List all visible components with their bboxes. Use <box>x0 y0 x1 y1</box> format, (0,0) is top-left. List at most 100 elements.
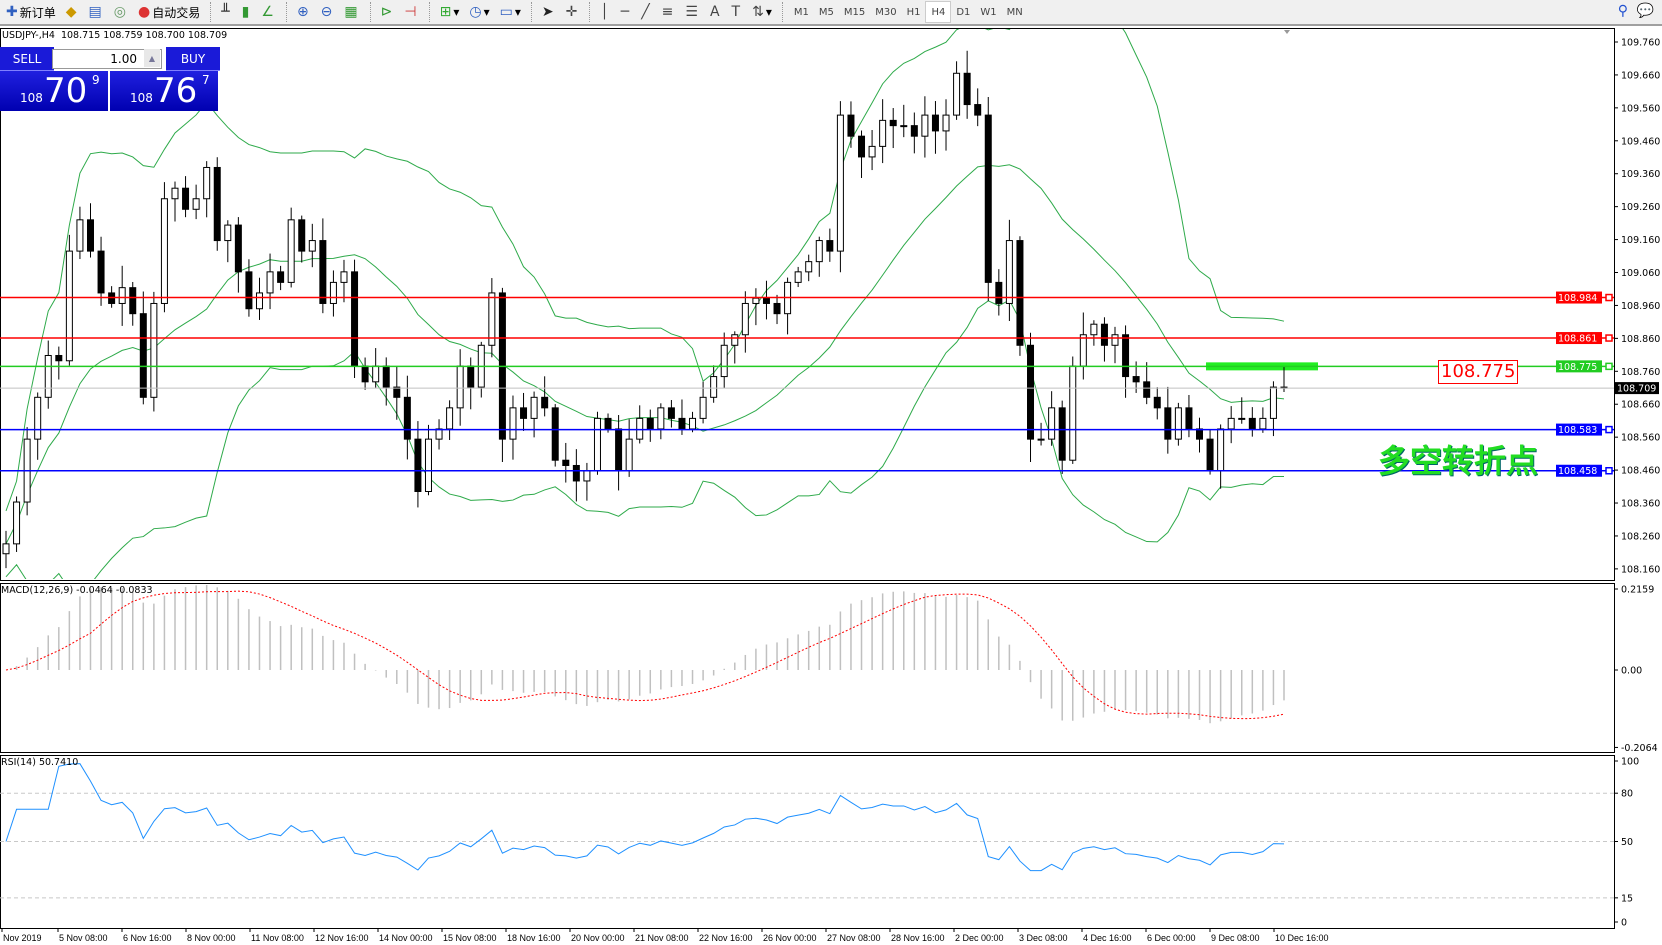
auto-trading-label: 自动交易 <box>152 5 201 20</box>
vertical-line-button[interactable]: │ <box>596 1 614 23</box>
candle <box>921 114 929 137</box>
time-tick-label: 26 Nov 00:00 <box>763 933 817 943</box>
crosshair-button[interactable]: ✛ <box>562 1 584 23</box>
candle <box>213 166 221 242</box>
candle <box>234 224 242 273</box>
signals-button[interactable]: ◎ <box>110 1 132 23</box>
price-tick-label: 109.260 <box>1621 202 1660 213</box>
candle <box>1016 240 1024 346</box>
candle <box>636 417 644 440</box>
candle <box>657 407 665 430</box>
fibonacci-button[interactable]: ☰ <box>681 1 704 23</box>
candle <box>456 365 464 409</box>
price-label-bg <box>1556 423 1602 436</box>
indicators-button[interactable]: ⊞ ▾ <box>439 4 460 20</box>
candle <box>224 224 232 242</box>
timeframe-h4[interactable]: H4 <box>925 1 952 23</box>
lot-size-input[interactable]: 1.00 <box>52 49 162 69</box>
candle <box>762 297 770 304</box>
timeframe-m5[interactable]: M5 <box>818 6 834 18</box>
candle <box>245 271 253 310</box>
time-tick-label: 14 Nov 00:00 <box>379 933 433 943</box>
price-tick-label: 108.360 <box>1621 499 1660 510</box>
time-tick-label: 10 Dec 16:00 <box>1275 933 1329 943</box>
candle <box>625 438 633 472</box>
candle <box>266 271 274 294</box>
search-icon[interactable]: ⚲ <box>1617 3 1628 19</box>
candle <box>836 114 844 252</box>
candle <box>551 407 559 461</box>
candle <box>1196 428 1204 440</box>
bid-label: 108.709 <box>1617 384 1656 395</box>
candle <box>689 417 697 430</box>
candle <box>351 271 359 367</box>
auto-trading-button[interactable]: ● 自动交易 <box>134 1 204 23</box>
template-icon: ▭ <box>499 4 513 20</box>
rsi-tick-label: 15 <box>1621 893 1633 904</box>
sell-button[interactable]: SELL <box>0 47 54 71</box>
divider <box>428 2 430 22</box>
lot-increase-button[interactable]: ▲ <box>144 49 160 67</box>
timeframe-m1[interactable]: M1 <box>793 6 809 18</box>
buy-price-prefix: 108 <box>130 91 153 105</box>
candle <box>44 354 52 398</box>
periods-button[interactable]: ◷ ▾ <box>469 4 490 20</box>
arrows-button[interactable]: ⇅ ▾ <box>752 4 772 20</box>
timeframe-d1[interactable]: D1 <box>956 6 971 18</box>
timeframe-m15[interactable]: M15 <box>843 6 866 18</box>
text-icon: A <box>709 4 720 20</box>
candle <box>97 250 105 294</box>
pivot-annotation-text[interactable]: 多空转折点 <box>1378 442 1539 480</box>
price-label: 108.861 <box>1558 334 1597 345</box>
horizontal-line-button[interactable]: ─ <box>617 1 635 23</box>
candle <box>118 287 126 304</box>
autoscroll-button[interactable]: ⊳ <box>377 1 399 23</box>
cursor-button[interactable]: ➤ <box>538 1 560 23</box>
zoom-out-button[interactable]: ⊖ <box>317 1 339 23</box>
rsi-tick-label: 80 <box>1621 789 1633 800</box>
candle <box>731 334 739 346</box>
candle <box>678 417 686 430</box>
time-tick-label: 8 Nov 00:00 <box>187 933 236 943</box>
timeframe-mn[interactable]: MN <box>1006 6 1023 18</box>
chart-window[interactable]: 109.760 109.660 109.560 109.460 109.360 109.2… <box>0 28 1662 945</box>
timeframe-m30[interactable]: M30 <box>875 6 897 18</box>
market-watch-button[interactable]: ◆ <box>62 1 83 23</box>
text-button[interactable]: A <box>706 1 726 23</box>
candle <box>942 114 950 132</box>
zoom-in-button[interactable]: ⊕ <box>293 1 315 23</box>
chart-shift-button[interactable]: ⊣ <box>400 1 422 23</box>
candle-chart-button[interactable]: ▮ <box>238 1 256 23</box>
candle <box>298 219 306 252</box>
candle <box>667 407 675 419</box>
candle <box>931 114 939 132</box>
rsi-tick-label: 0 <box>1621 918 1627 929</box>
text-label-icon: T <box>731 4 741 20</box>
trendline-button[interactable]: ╱ <box>637 1 655 23</box>
price-tick-label: 109.760 <box>1621 38 1660 49</box>
candle <box>509 407 517 440</box>
price-tick-label: 108.660 <box>1621 400 1660 411</box>
channel-button[interactable]: ≡ <box>658 1 680 23</box>
pivot-price-label[interactable]: 108.775 <box>1438 360 1519 384</box>
line-chart-button[interactable]: ∠ <box>257 1 280 23</box>
candlestick-icon: ▮ <box>241 4 250 20</box>
sell-price[interactable]: 108 70 9 <box>0 71 108 111</box>
candle <box>414 438 422 492</box>
text-label-button[interactable]: T <box>728 1 747 23</box>
candle <box>403 396 411 440</box>
buy-price[interactable]: 108 76 7 <box>110 71 218 111</box>
templates-button[interactable]: ▭ ▾ <box>499 4 521 20</box>
bar-chart-button[interactable]: ╨ <box>217 1 235 23</box>
timeframe-h1[interactable]: H1 <box>906 6 921 18</box>
tile-windows-button[interactable]: ▦ <box>340 1 363 23</box>
new-order-button[interactable]: ✚ 新订单 <box>2 1 60 23</box>
navigator-button[interactable]: ▤ <box>85 1 108 23</box>
macd-tick-label: -0.2064 <box>1621 743 1658 754</box>
candle <box>1005 240 1013 304</box>
line-handle <box>1605 425 1613 434</box>
chat-icon[interactable]: 💬 <box>1636 3 1654 19</box>
buy-button[interactable]: BUY <box>166 47 220 71</box>
candle <box>1037 438 1045 441</box>
timeframe-w1[interactable]: W1 <box>980 6 997 18</box>
